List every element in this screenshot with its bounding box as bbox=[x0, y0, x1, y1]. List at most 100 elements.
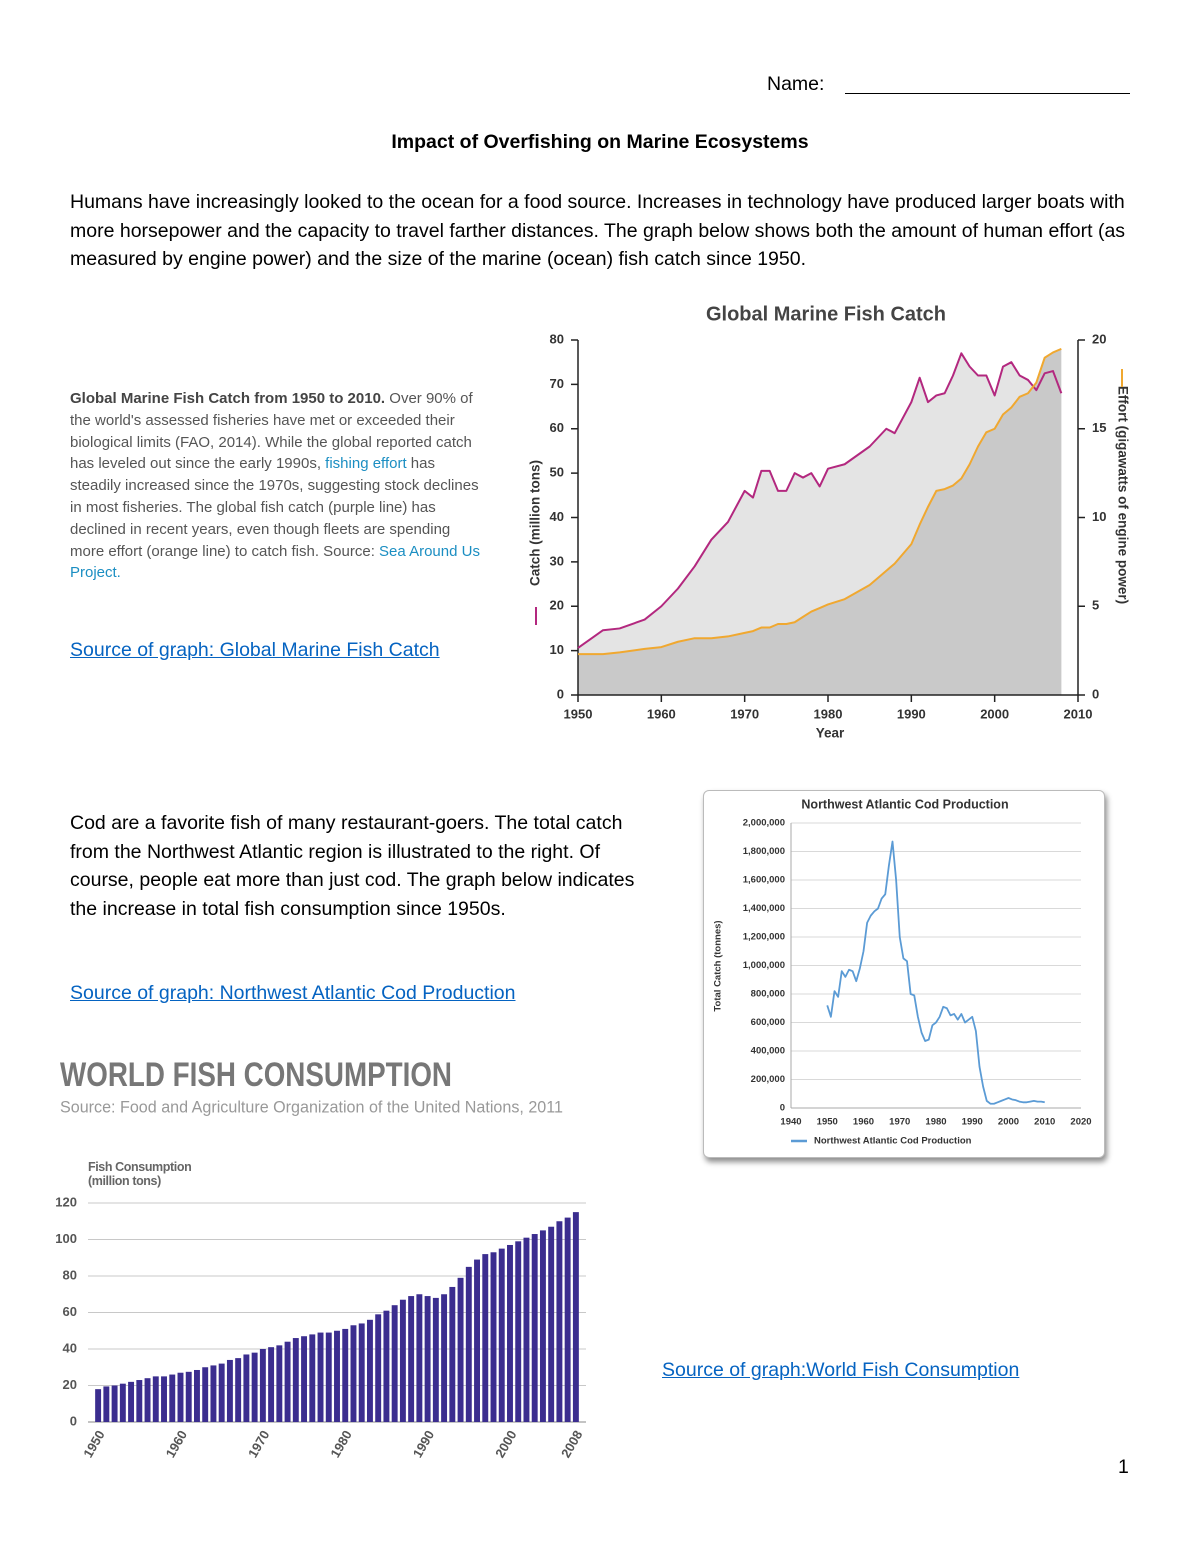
bar bbox=[235, 1358, 242, 1422]
line bbox=[826, 840, 1045, 1105]
catch-chart: Global Marine Fish Catch Catch (million t… bbox=[528, 303, 1131, 741]
x-tick-label: 1990 bbox=[962, 1117, 983, 1128]
x-tick-label: 2000 bbox=[492, 1428, 519, 1461]
bar bbox=[474, 1259, 480, 1422]
x-tick-label: 2008 bbox=[558, 1428, 585, 1461]
bar bbox=[177, 1372, 184, 1422]
bar bbox=[465, 1266, 472, 1422]
source-link[interactable]: Source of graph: Global Marine Fish Catc… bbox=[70, 639, 440, 661]
area bbox=[578, 348, 1062, 695]
cod-text: Cod are a favorite fish of many restaura… bbox=[70, 812, 635, 920]
bar bbox=[391, 1305, 398, 1422]
bar bbox=[482, 1254, 489, 1422]
bar bbox=[383, 1310, 390, 1422]
bar bbox=[350, 1325, 357, 1422]
y-tick-label: 800,000 bbox=[751, 989, 785, 1000]
y-tick-label: 1,800,000 bbox=[743, 846, 785, 857]
bar bbox=[194, 1369, 200, 1422]
caption: Global Marine Fish Catch from 1950 to 20… bbox=[70, 388, 488, 584]
bar bbox=[408, 1296, 415, 1422]
bar bbox=[202, 1367, 209, 1422]
bar bbox=[539, 1230, 546, 1422]
caption-text: has steadily increased since the 1970s, … bbox=[70, 455, 479, 560]
y-tick-label: 10 bbox=[550, 642, 564, 657]
line bbox=[578, 347, 1062, 656]
caption-link[interactable]: Sea Around Us Project. bbox=[70, 542, 480, 582]
y2-tick-label: 10 bbox=[1092, 509, 1106, 524]
bar bbox=[152, 1376, 159, 1422]
x-label: Year bbox=[816, 726, 845, 741]
y2-tick-label: 5 bbox=[1092, 598, 1099, 613]
bar bbox=[103, 1386, 110, 1422]
legend-label: Northwest Atlantic Cod Production bbox=[814, 1136, 972, 1147]
bar bbox=[556, 1221, 563, 1422]
y-label: Total Catch (tonnes) bbox=[713, 920, 724, 1011]
y-axis-label: Fish Consumption (million tons) bbox=[88, 1160, 192, 1188]
bar bbox=[226, 1359, 233, 1422]
x-tick-label: 2010 bbox=[1034, 1117, 1055, 1128]
bar bbox=[342, 1328, 349, 1422]
bar bbox=[119, 1383, 126, 1422]
subtitle: Source: Food and Agriculture Organizatio… bbox=[60, 1097, 563, 1116]
y-tick-label: 1,600,000 bbox=[743, 875, 785, 886]
x-tick-label: 1970 bbox=[889, 1117, 910, 1128]
bar bbox=[301, 1336, 308, 1422]
cod-chart-frame: Northwest Atlantic Cod Production Total C… bbox=[703, 790, 1105, 1158]
x-tick-label: 1970 bbox=[730, 706, 759, 721]
y2-label: Effort (gigawatts of engine power) bbox=[1115, 386, 1130, 604]
bar bbox=[432, 1297, 439, 1422]
x-tick-label: 1960 bbox=[647, 706, 676, 721]
y-tick-label: 0 bbox=[780, 1103, 785, 1114]
y-tick-label: 1,400,000 bbox=[743, 903, 785, 914]
y2-tick-label: 0 bbox=[1092, 686, 1099, 701]
caption-link[interactable]: fishing effort bbox=[325, 455, 407, 473]
y-tick-label: 0 bbox=[70, 1413, 77, 1428]
bar bbox=[292, 1338, 299, 1422]
bar bbox=[185, 1371, 192, 1422]
y-label: Catch (million tons) bbox=[528, 460, 543, 586]
x-tick-label: 1950 bbox=[817, 1117, 838, 1128]
x-tick-label: 1990 bbox=[410, 1428, 437, 1461]
caption-text: Over 90% of the world's assessed fisheri… bbox=[70, 390, 473, 473]
source-link[interactable]: Source of graph:World Fish Consumption bbox=[662, 1359, 1020, 1381]
bar bbox=[218, 1363, 225, 1422]
bar bbox=[317, 1332, 324, 1422]
y-tick-label: 60 bbox=[550, 420, 564, 435]
bar bbox=[375, 1314, 382, 1422]
bar bbox=[424, 1296, 431, 1422]
y-tick-label: 120 bbox=[55, 1194, 77, 1209]
y-tick-label: 30 bbox=[550, 553, 564, 568]
y2-tick-label: 15 bbox=[1092, 420, 1106, 435]
y-tick-label: 1,200,000 bbox=[743, 932, 785, 943]
title: Impact of Overfishing on Marine Ecosyste… bbox=[391, 131, 809, 153]
bar bbox=[325, 1332, 332, 1422]
bar bbox=[531, 1234, 538, 1422]
y-tick-label: 200,000 bbox=[751, 1074, 785, 1085]
bar bbox=[144, 1378, 151, 1422]
consumption-chart: WORLD FISH CONSUMPTION Source: Food and A… bbox=[55, 1056, 586, 1461]
x-tick-label: 1950 bbox=[564, 706, 593, 721]
bar bbox=[457, 1277, 464, 1422]
y-tick-label: 20 bbox=[63, 1377, 77, 1392]
bar bbox=[136, 1380, 143, 1422]
bar bbox=[169, 1374, 176, 1422]
cod-chart: Northwest Atlantic Cod Production Total C… bbox=[713, 797, 1092, 1147]
bar bbox=[95, 1389, 102, 1422]
y-tick-label: 50 bbox=[550, 465, 564, 480]
x-tick-label: 1990 bbox=[897, 706, 926, 721]
bar bbox=[128, 1381, 135, 1422]
y-tick-label: 20 bbox=[550, 598, 564, 613]
source-link[interactable]: Source of graph: Northwest Atlantic Cod … bbox=[70, 982, 516, 1004]
bar bbox=[309, 1334, 316, 1422]
x-tick-label: 2000 bbox=[998, 1117, 1019, 1128]
x-tick-label: 1980 bbox=[327, 1428, 354, 1461]
x-tick-label: 1950 bbox=[80, 1428, 107, 1461]
y-tick-label: 2,000,000 bbox=[743, 818, 785, 829]
y2-tick-label: 20 bbox=[1092, 331, 1106, 346]
bar bbox=[572, 1212, 579, 1422]
bar bbox=[366, 1319, 373, 1422]
y-tick-label: 400,000 bbox=[751, 1046, 785, 1057]
bar bbox=[251, 1352, 258, 1422]
y-tick-label: 100 bbox=[55, 1231, 77, 1246]
bar bbox=[210, 1365, 217, 1422]
